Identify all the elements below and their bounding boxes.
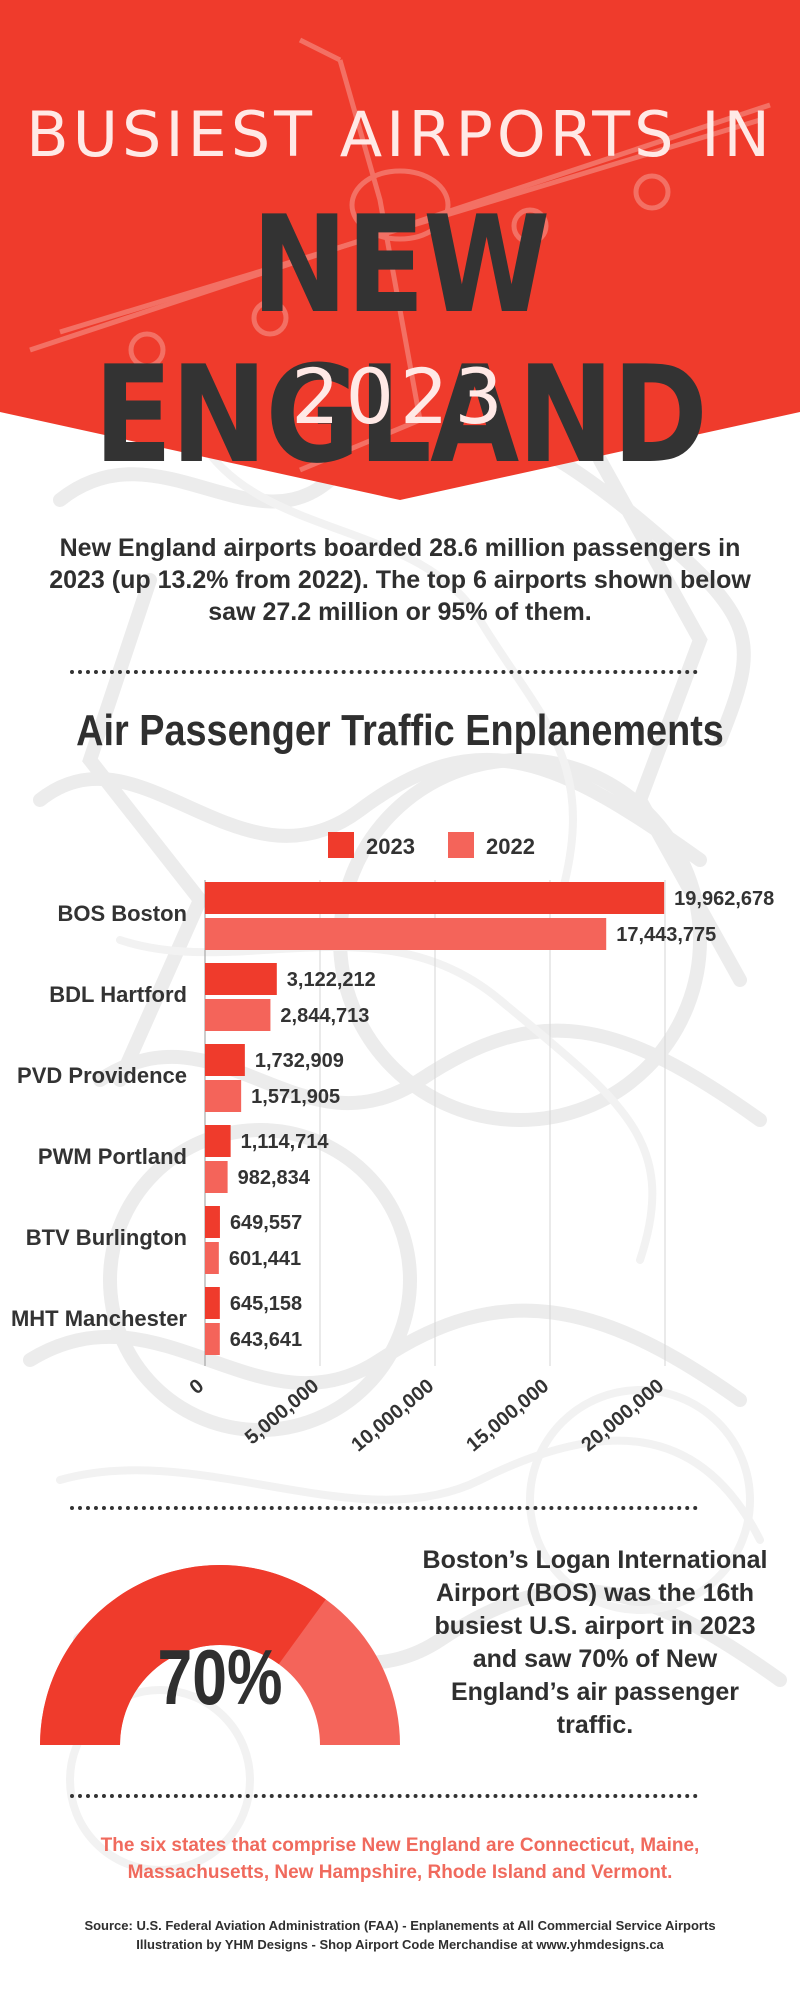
legend-label: 2023 <box>366 834 415 859</box>
bar <box>205 963 277 995</box>
gauge-value: 70% <box>157 1633 283 1721</box>
x-tick-label: 10,000,000 <box>347 1375 438 1456</box>
category-label: PWM Portland <box>38 1144 187 1169</box>
bar <box>205 1161 228 1193</box>
chart-title: Air Passenger Traffic Enplanements <box>76 706 724 755</box>
gauge-fill <box>40 1565 326 1745</box>
data-label: 601,441 <box>229 1248 301 1270</box>
x-tick-label: 5,000,000 <box>241 1375 323 1449</box>
airplane-icon <box>29 37 771 473</box>
intro-text: New England airports boarded 28.6 millio… <box>49 534 751 626</box>
dotted-divider <box>70 670 698 674</box>
data-label: 643,641 <box>230 1329 302 1351</box>
credit-line: Illustration by YHM Designs - Shop Airpo… <box>136 1937 664 1952</box>
category-label: PVD Providence <box>17 1063 187 1088</box>
data-label: 2,844,713 <box>280 1005 369 1027</box>
x-tick-label: 15,000,000 <box>462 1375 553 1456</box>
states-note: The six states that comprise New England… <box>100 1835 700 1883</box>
bar <box>205 1287 220 1319</box>
bar <box>205 1323 220 1355</box>
bar <box>205 1080 242 1112</box>
data-label: 19,962,678 <box>674 888 774 910</box>
gauge-chart <box>40 1565 400 1745</box>
header-year: 2023 <box>291 352 509 441</box>
category-label: BDL Hartford <box>49 982 187 1007</box>
category-label: BTV Burlington <box>26 1225 187 1250</box>
data-label: 645,158 <box>230 1293 302 1315</box>
bar <box>205 882 665 914</box>
category-label: MHT Manchester <box>11 1306 187 1331</box>
bos-note: Boston’s Logan International Airport (BO… <box>422 1546 768 1739</box>
category-label: BOS Boston <box>57 901 187 926</box>
header-title-line1: BUSIEST AIRPORTS IN <box>26 98 774 171</box>
source-note: Source: U.S. Federal Aviation Administra… <box>20 1916 780 1954</box>
data-label: 3,122,212 <box>287 969 376 991</box>
legend-swatch <box>328 832 354 858</box>
bar <box>205 1242 219 1274</box>
dotted-divider <box>70 1506 698 1510</box>
bar <box>205 1206 220 1238</box>
legend-label: 2022 <box>486 834 535 859</box>
bar <box>205 1125 231 1157</box>
data-label: 1,114,714 <box>241 1131 330 1153</box>
header-background <box>0 0 800 500</box>
bar-chart: 2023 2022 0 5,000,000 10,000,000 15,000,000 20… <box>11 832 774 1456</box>
x-tick-label: 0 <box>186 1375 209 1399</box>
bar <box>205 1044 245 1076</box>
x-tick-label: 20,000,000 <box>577 1375 668 1456</box>
data-label: 17,443,775 <box>616 924 716 946</box>
data-label: 649,557 <box>230 1212 302 1234</box>
source-line: Source: U.S. Federal Aviation Administra… <box>84 1918 716 1933</box>
legend-swatch <box>448 832 474 858</box>
data-label: 1,732,909 <box>255 1050 344 1072</box>
dotted-divider <box>70 1794 698 1798</box>
bar <box>205 999 271 1031</box>
bar <box>205 918 607 950</box>
header-title-line2: NEW ENGLAND <box>93 187 708 493</box>
data-label: 1,571,905 <box>251 1086 340 1108</box>
header-banner: BUSIEST AIRPORTS IN NEW ENGLAND 2023 <box>0 0 800 500</box>
data-label: 982,834 <box>238 1167 311 1189</box>
